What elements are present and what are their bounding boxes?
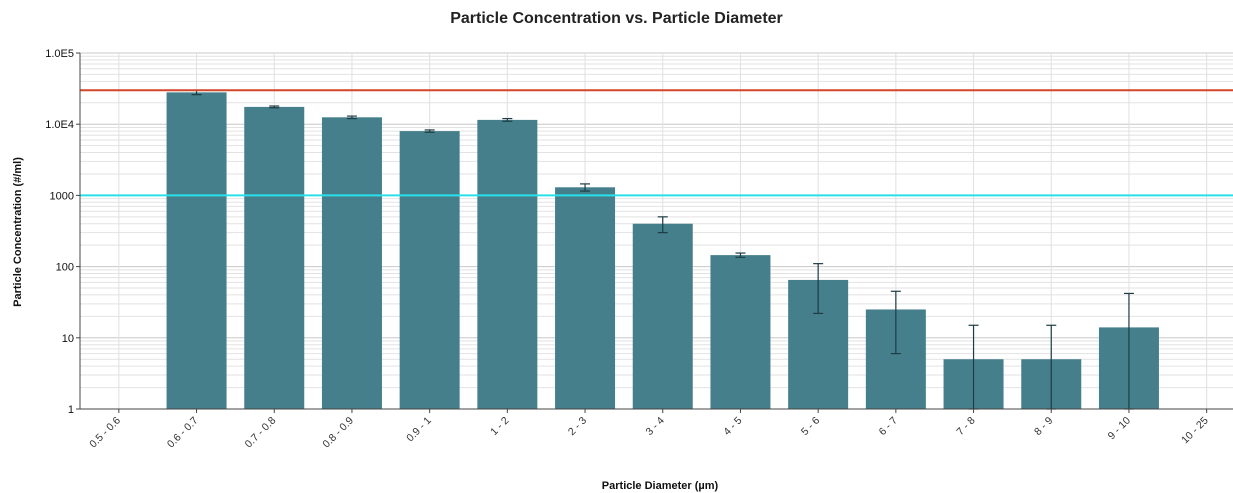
bar (244, 106, 305, 409)
bar (166, 92, 227, 409)
x-tick-label: 3 - 4 (644, 415, 667, 438)
bar (710, 255, 771, 409)
x-tick-label: 4 - 5 (721, 415, 744, 438)
bar (632, 223, 693, 409)
bar (399, 131, 460, 410)
y-tick-label: 1 (68, 404, 74, 416)
bar (555, 187, 616, 409)
y-tick-label: 1.0E4 (45, 119, 74, 131)
x-tick-label: 0.7 - 0.8 (243, 415, 279, 451)
x-tick-label: 0.6 - 0.7 (165, 415, 201, 451)
x-tick-label: 5 - 6 (799, 415, 822, 438)
x-tick-label: 2 - 3 (566, 415, 589, 438)
x-tick-label: 7 - 8 (954, 415, 977, 438)
x-tick-label: 0.9 - 1 (404, 415, 434, 445)
bar (477, 119, 538, 410)
y-tick-label: 1.0E5 (45, 48, 74, 60)
x-tick-label: 0.8 - 0.9 (320, 415, 356, 451)
y-tick-label: 1000 (50, 190, 74, 202)
x-tick-label: 9 - 10 (1106, 415, 1134, 443)
x-tick-label: 6 - 7 (877, 415, 900, 438)
x-tick-label: 1 - 2 (488, 415, 511, 438)
bar (321, 117, 382, 409)
y-tick-label: 100 (56, 262, 74, 274)
chart-title: Particle Concentration vs. Particle Diam… (450, 10, 783, 27)
x-axis-label: Particle Diameter (µm) (601, 480, 719, 492)
x-tick-label: 0.5 - 0.6 (87, 415, 123, 451)
y-tick-label: 10 (62, 333, 74, 345)
x-tick-label: 10 - 25 (1179, 415, 1211, 447)
x-tick-label: 8 - 9 (1032, 415, 1055, 438)
